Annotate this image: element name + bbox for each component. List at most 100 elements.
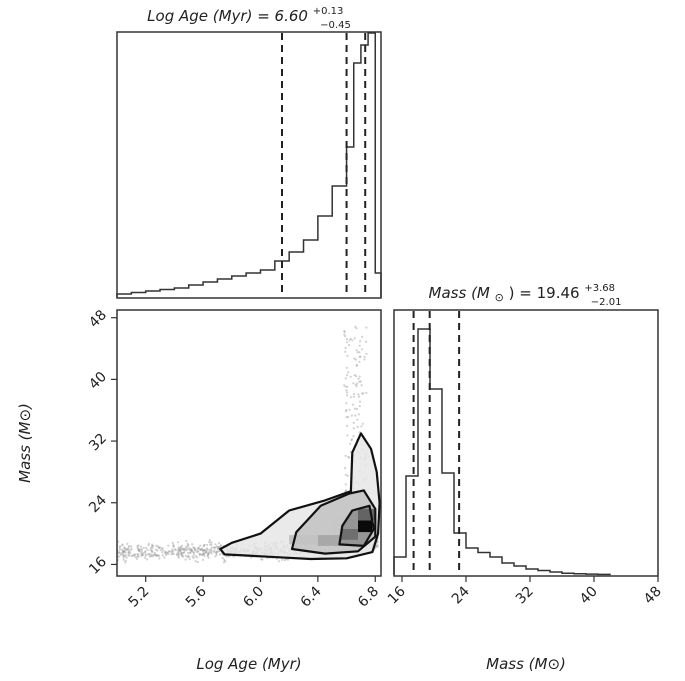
scatter-point xyxy=(179,549,182,552)
scatter-point xyxy=(356,363,359,367)
scatter-point xyxy=(194,560,197,563)
scatter-point xyxy=(142,546,145,550)
scatter-point xyxy=(216,547,219,551)
scatter-point xyxy=(149,546,153,549)
scatter-point xyxy=(177,549,180,552)
scatter-point xyxy=(163,556,166,559)
scatter-point xyxy=(197,547,200,550)
scatter-point xyxy=(200,548,203,551)
scatter-point xyxy=(170,550,173,553)
scatter-point xyxy=(207,556,210,559)
scatter-point xyxy=(119,554,122,557)
scatter-point xyxy=(348,339,351,342)
scatter-point xyxy=(181,555,184,558)
scatter-point xyxy=(346,341,349,344)
scatter-point xyxy=(213,546,216,550)
scatter-point xyxy=(219,544,222,547)
scatter-point xyxy=(135,557,138,561)
scatter-point xyxy=(144,550,147,553)
scatter-point xyxy=(149,553,152,556)
scatter-point xyxy=(182,551,185,555)
scatter-point xyxy=(190,548,193,551)
scatter-point xyxy=(197,550,200,553)
scatter-point xyxy=(118,546,121,549)
scatter-point xyxy=(360,348,363,351)
scatter-point xyxy=(166,551,169,554)
scatter-point xyxy=(343,330,346,333)
scatter-point xyxy=(188,546,191,550)
scatter-point xyxy=(202,549,205,552)
scatter-point xyxy=(221,557,224,560)
scatter-point xyxy=(153,551,156,554)
scatter-point xyxy=(196,556,199,559)
scatter-point xyxy=(192,556,195,560)
scatter-point xyxy=(218,549,221,552)
scatter-point xyxy=(192,553,195,556)
scatter-point xyxy=(352,435,355,438)
scatter-point xyxy=(354,383,357,386)
scatter-point xyxy=(146,558,149,561)
scatter-point xyxy=(120,552,123,555)
scatter-point xyxy=(177,546,180,549)
scatter-point xyxy=(207,552,210,555)
density-cell-4 xyxy=(289,535,318,545)
scatter-point xyxy=(349,442,352,445)
scatter-point xyxy=(361,392,364,395)
scatter-point xyxy=(147,542,150,545)
scatter-point xyxy=(122,550,125,553)
scatter-point xyxy=(202,558,205,562)
scatter-point xyxy=(344,350,347,353)
scatter-point xyxy=(363,358,366,361)
scatter-point xyxy=(121,549,125,552)
mass-title-sub: −2.01 xyxy=(591,297,622,308)
scatter-point xyxy=(353,374,356,377)
scatter-point xyxy=(122,550,125,553)
scatter-point xyxy=(346,424,349,427)
scatter-point xyxy=(183,548,186,551)
scatter-point xyxy=(360,384,363,387)
scatter-point xyxy=(177,550,180,553)
scatter-point xyxy=(122,558,125,561)
scatter-point xyxy=(131,554,134,557)
scatter-point xyxy=(126,548,129,551)
scatter-point xyxy=(375,545,378,548)
scatter-point xyxy=(346,434,349,437)
scatter-point xyxy=(145,546,148,550)
scatter-point xyxy=(121,543,124,546)
scatter-point xyxy=(352,403,355,406)
scatter-point xyxy=(118,551,121,555)
scatter-point xyxy=(206,548,209,551)
scatter-point xyxy=(177,551,180,554)
density-cell-2 xyxy=(358,508,376,521)
scatter-point xyxy=(207,553,210,556)
scatter-point xyxy=(216,547,220,550)
scatter-point xyxy=(147,553,150,556)
scatter-point xyxy=(155,544,158,547)
logage-title: Log Age (Myr) = 6.60 +0.13 −0.45 xyxy=(147,0,351,31)
scatter-point xyxy=(127,554,130,557)
scatter-point xyxy=(203,549,206,552)
scatter-point xyxy=(171,550,174,554)
scatter-point xyxy=(219,544,222,547)
scatter-point xyxy=(193,548,197,552)
scatter-point xyxy=(153,553,156,556)
scatter-point xyxy=(355,349,358,352)
scatter-point xyxy=(353,357,356,360)
scatter-point xyxy=(176,552,179,555)
scatter-point xyxy=(172,552,175,556)
logage-title-sub: −0.45 xyxy=(320,20,351,31)
scatter-point xyxy=(218,542,221,545)
scatter-point xyxy=(347,371,350,374)
scatter-point xyxy=(346,354,349,357)
scatter-point xyxy=(130,545,133,548)
scatter-point xyxy=(127,552,130,555)
scatter-point xyxy=(199,548,202,552)
scatter-point xyxy=(354,325,357,328)
scatter-point xyxy=(283,558,286,562)
scatter-point xyxy=(261,558,264,561)
scatter-point xyxy=(140,554,143,558)
scatter-point xyxy=(345,416,348,419)
scatter-point xyxy=(124,559,127,562)
scatter-point xyxy=(180,544,184,547)
scatter-point xyxy=(185,545,188,548)
